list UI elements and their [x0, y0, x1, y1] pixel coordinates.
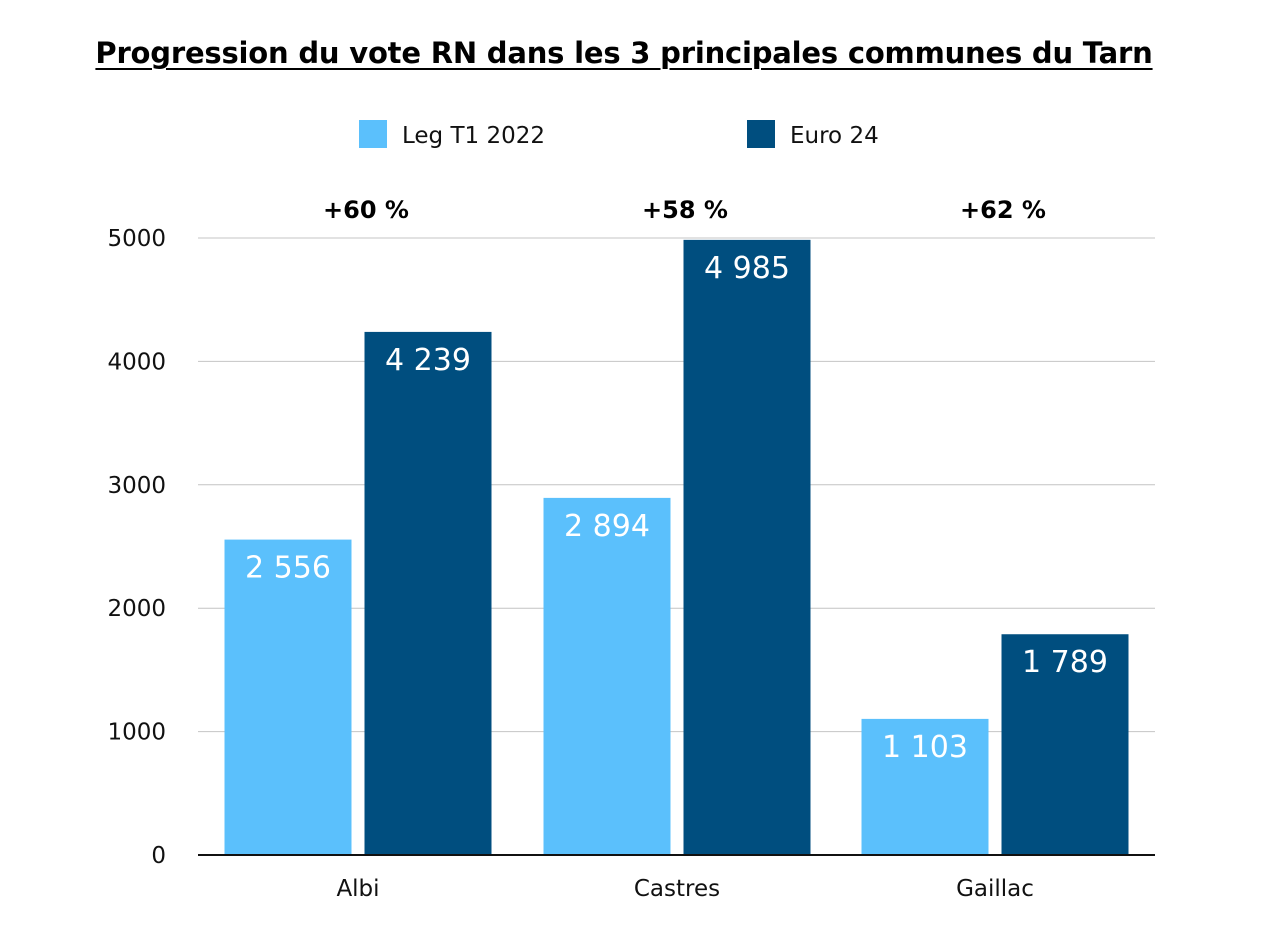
legend-label: Euro 24	[790, 123, 879, 149]
y-tick-label: 2000	[107, 596, 166, 622]
data-label: 1 103	[882, 730, 968, 765]
y-tick-label: 0	[151, 843, 166, 869]
growth-annotation: +62 %	[960, 196, 1046, 224]
data-label: 1 789	[1022, 645, 1108, 680]
bar-albi-series-1	[224, 539, 352, 855]
x-tick-label: Albi	[336, 876, 379, 902]
y-tick-label: 3000	[107, 473, 166, 499]
legend-swatch	[747, 120, 775, 148]
x-tick-label: Castres	[634, 876, 720, 902]
growth-annotation: +60 %	[323, 196, 409, 224]
data-label: 2 894	[564, 509, 650, 544]
bar-castres-series-2	[683, 239, 811, 855]
data-label: 2 556	[245, 551, 331, 586]
legend-label: Leg T1 2022	[402, 123, 545, 149]
y-tick-label: 5000	[107, 226, 166, 252]
y-tick-label: 1000	[107, 720, 166, 746]
y-tick-label: 4000	[107, 349, 166, 375]
bar-albi-series-2	[364, 331, 492, 855]
x-tick-label: Gaillac	[956, 876, 1034, 902]
bar-castres-series-1	[543, 497, 671, 855]
legend-swatch	[359, 120, 387, 148]
chart-title: Progression du vote RN dans les 3 princi…	[95, 36, 1153, 70]
growth-annotation: +58 %	[642, 196, 728, 224]
bar-gaillac-series-2	[1001, 634, 1129, 855]
data-label: 4 239	[385, 343, 471, 378]
data-label: 4 985	[704, 251, 790, 286]
bar-gaillac-series-1	[861, 718, 989, 855]
